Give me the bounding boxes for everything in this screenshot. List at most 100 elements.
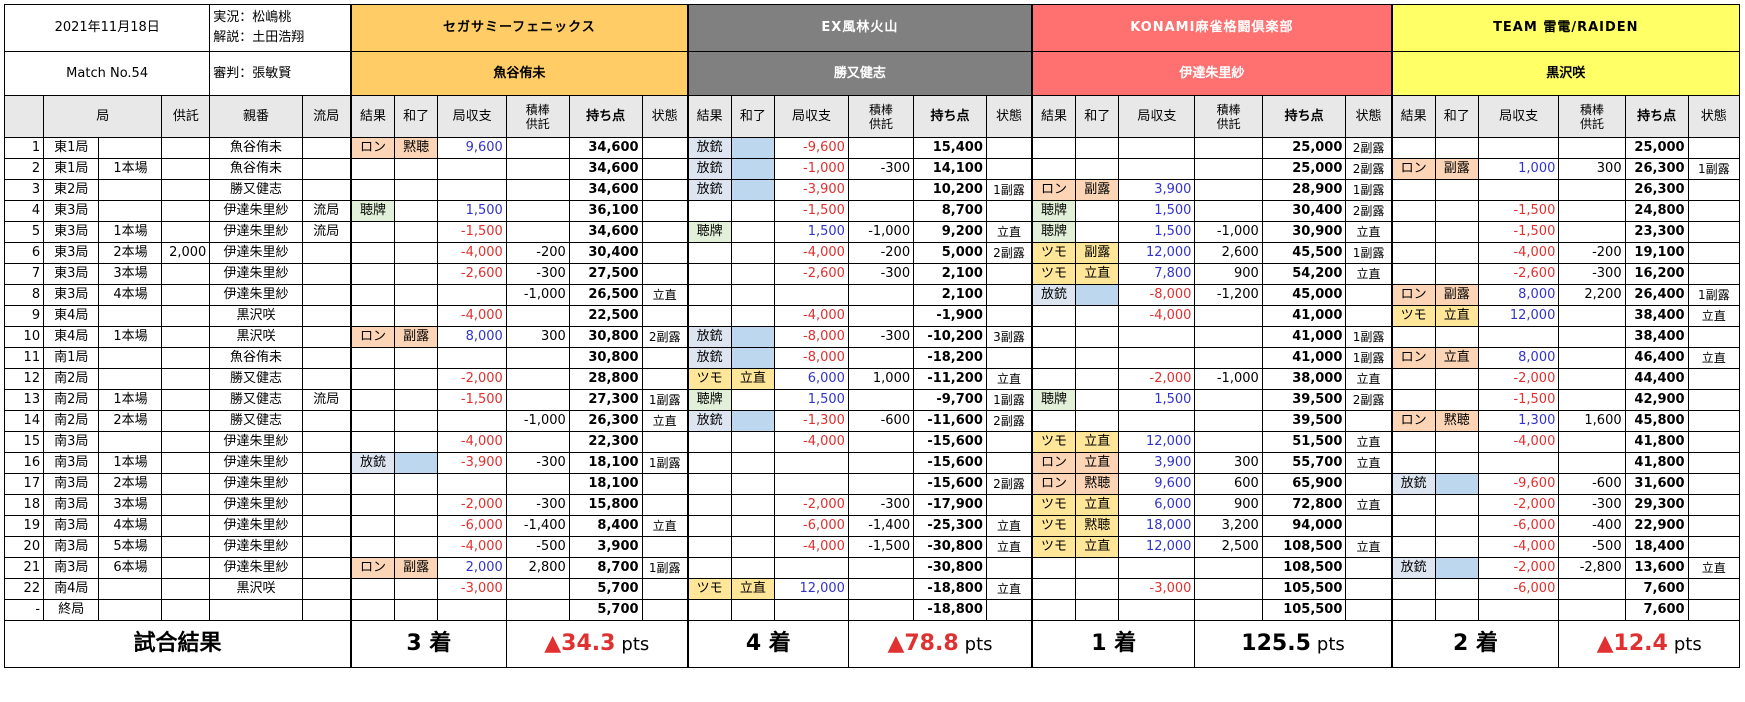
- team-2-state-cell: [985, 452, 1033, 474]
- team-3-result-cell: ツモ: [1031, 536, 1076, 558]
- team-3-state-cell: [1345, 284, 1393, 306]
- honba-cell: 1本場: [98, 326, 163, 348]
- team-3-agari-cell: [1074, 137, 1120, 159]
- kyoku-cell: 南3局: [43, 431, 100, 453]
- team-4-result-cell: [1390, 494, 1436, 516]
- team-4-mochiten-cell: 24,800: [1624, 200, 1689, 222]
- team-4-result-cell: ロン: [1390, 284, 1436, 306]
- team-3-agari-cell: 副露: [1074, 179, 1120, 201]
- team-1-result-cell: ロン: [349, 137, 395, 159]
- analysis-label: 解説：土田浩翔: [213, 30, 305, 45]
- team-4-state-cell: [1687, 515, 1741, 537]
- ryukyoku-cell: [301, 410, 352, 432]
- ryukyoku-cell: [301, 368, 352, 390]
- team-3-state-cell: [1345, 410, 1393, 432]
- team-4-agari-cell: [1434, 536, 1479, 558]
- team-1-state-cell: 1副露: [641, 389, 689, 411]
- oya-cell: 伊達朱里紗: [209, 263, 303, 285]
- team-1-mochiten-cell: 27,300: [568, 389, 643, 411]
- team-4-agari-cell: 立直: [1434, 347, 1479, 369]
- oya-cell: 勝又健志: [209, 368, 303, 390]
- col-team-4-agari: 和了: [1434, 95, 1479, 138]
- team-1-agari-cell: [393, 305, 439, 327]
- team-3-result-cell: [1031, 578, 1076, 600]
- team-4-mochiten-cell: 22,900: [1624, 515, 1689, 537]
- honba-cell: [98, 431, 163, 453]
- team-4-state-cell: 1副露: [1687, 158, 1741, 180]
- team-2-result-cell: [686, 452, 732, 474]
- oya-cell: 伊達朱里紗: [209, 242, 303, 264]
- team-1-result-cell: [349, 410, 395, 432]
- honba-cell: 5本場: [98, 536, 163, 558]
- kyoku-cell: 南2局: [43, 410, 100, 432]
- table-row: 11 南1局 魚谷侑未 30,800 放銃 -8,000 -18,200 41,000 1副露ロ…: [3, 347, 1741, 369]
- team-1-mochiten-cell: 26,500: [568, 284, 643, 306]
- table-row: 9 東4局 黒沢咲 -4,000 22,500 -4,000 -1,900 -4,000 41,…: [3, 305, 1741, 327]
- honba-cell: 2本場: [98, 410, 163, 432]
- kyotaku-cell: [161, 179, 211, 201]
- idx: -: [3, 599, 45, 621]
- team-3-state-cell: [1345, 599, 1393, 621]
- team-4-shushi-cell: -2,000: [1477, 368, 1560, 390]
- team-4-mochiten-cell: 38,400: [1624, 326, 1689, 348]
- team-1-agari-cell: [393, 179, 439, 201]
- team-3-result-cell: [1031, 410, 1076, 432]
- team-4-tsumibo-cell: [1558, 347, 1626, 369]
- team-1-tsumibo-cell: [505, 221, 570, 243]
- team-4-state-cell: [1687, 368, 1741, 390]
- team-3-mochiten-cell: 25,000: [1261, 158, 1347, 180]
- team-1-mochiten-cell: 18,100: [568, 473, 643, 495]
- team-4-result-cell: [1390, 515, 1436, 537]
- team-3-shushi-cell: -3,000: [1118, 578, 1196, 600]
- ryukyoku-cell: [301, 305, 352, 327]
- team-3-agari-cell: [1074, 284, 1120, 306]
- col-team-3-state: 状態: [1345, 95, 1393, 138]
- team-1-agari-cell: [393, 431, 439, 453]
- team-1-mochiten-cell: 34,600: [568, 158, 643, 180]
- kyotaku-cell: [161, 557, 211, 579]
- team-4-state-cell: [1687, 410, 1741, 432]
- team-2-shushi-cell: 6,000: [774, 368, 849, 390]
- kyotaku-cell: [161, 473, 211, 495]
- team-3-result-cell: 聴牌: [1031, 221, 1076, 243]
- team-4-result-cell: [1390, 137, 1436, 159]
- team-1-state-cell: 2副露: [641, 326, 689, 348]
- team-4-mochiten-cell: 26,400: [1624, 284, 1689, 306]
- team-2-agari-cell: [730, 389, 776, 411]
- table-row: 1 東1局 魚谷侑未 ロン 黙聴 9,600 34,600 放銃 -9,600 15,400 25,…: [3, 137, 1741, 159]
- team-4-result-cell: [1390, 536, 1436, 558]
- team-3-state-cell: 立直: [1345, 494, 1393, 516]
- team-4-agari-cell: 黙聴: [1434, 410, 1479, 432]
- team-2-agari-cell: [730, 347, 776, 369]
- col-team-3-tsumibo: 積棒 供託: [1194, 95, 1263, 138]
- team-4-state-cell: [1687, 263, 1741, 285]
- team-3-agari-cell: 立直: [1074, 452, 1120, 474]
- team-3-mochiten-cell: 45,500: [1261, 242, 1347, 264]
- team-4-result-cell: 放銃: [1390, 473, 1436, 495]
- team-3-agari-cell: [1074, 389, 1120, 411]
- team-3-agari-cell: 副露: [1074, 242, 1120, 264]
- result-row: 試合結果 3 着 ▲34.3 pts 4 着 ▲78.8 pts 1 着 125.5 pts 2 着…: [4, 620, 1740, 668]
- team-2-shushi-cell: -9,600: [774, 137, 849, 159]
- team-3-result-cell: [1031, 158, 1076, 180]
- team-2-tsumibo-cell: -300: [847, 263, 915, 285]
- team-3-state-cell: 1副露: [1345, 242, 1393, 264]
- kyotaku-cell: [161, 305, 211, 327]
- team-1-agari-cell: [393, 242, 439, 264]
- team-4-state-cell: [1687, 452, 1741, 474]
- col-team-4-result: 結果: [1390, 95, 1436, 138]
- team-4-agari-cell: 立直: [1434, 305, 1479, 327]
- team-1-tsumibo-cell: -500: [505, 536, 570, 558]
- idx: 14: [3, 410, 45, 432]
- table-row: - 終局 5,700 -18,800 105,500 7,600: [3, 599, 1741, 621]
- idx: 16: [3, 452, 45, 474]
- team-3-mochiten-cell: 55,700: [1261, 452, 1347, 474]
- team-1-result-cell: ロン: [349, 557, 395, 579]
- team-3-tsumibo-cell: 900: [1194, 494, 1263, 516]
- team-2-mochiten-cell: -18,200: [913, 347, 987, 369]
- team-4-agari-cell: [1434, 221, 1479, 243]
- team-4-rank: 2 着: [1390, 620, 1560, 668]
- team-4-mochiten-cell: 18,400: [1624, 536, 1689, 558]
- team-4-state-cell: [1687, 494, 1741, 516]
- team-3-state-cell: [1345, 305, 1393, 327]
